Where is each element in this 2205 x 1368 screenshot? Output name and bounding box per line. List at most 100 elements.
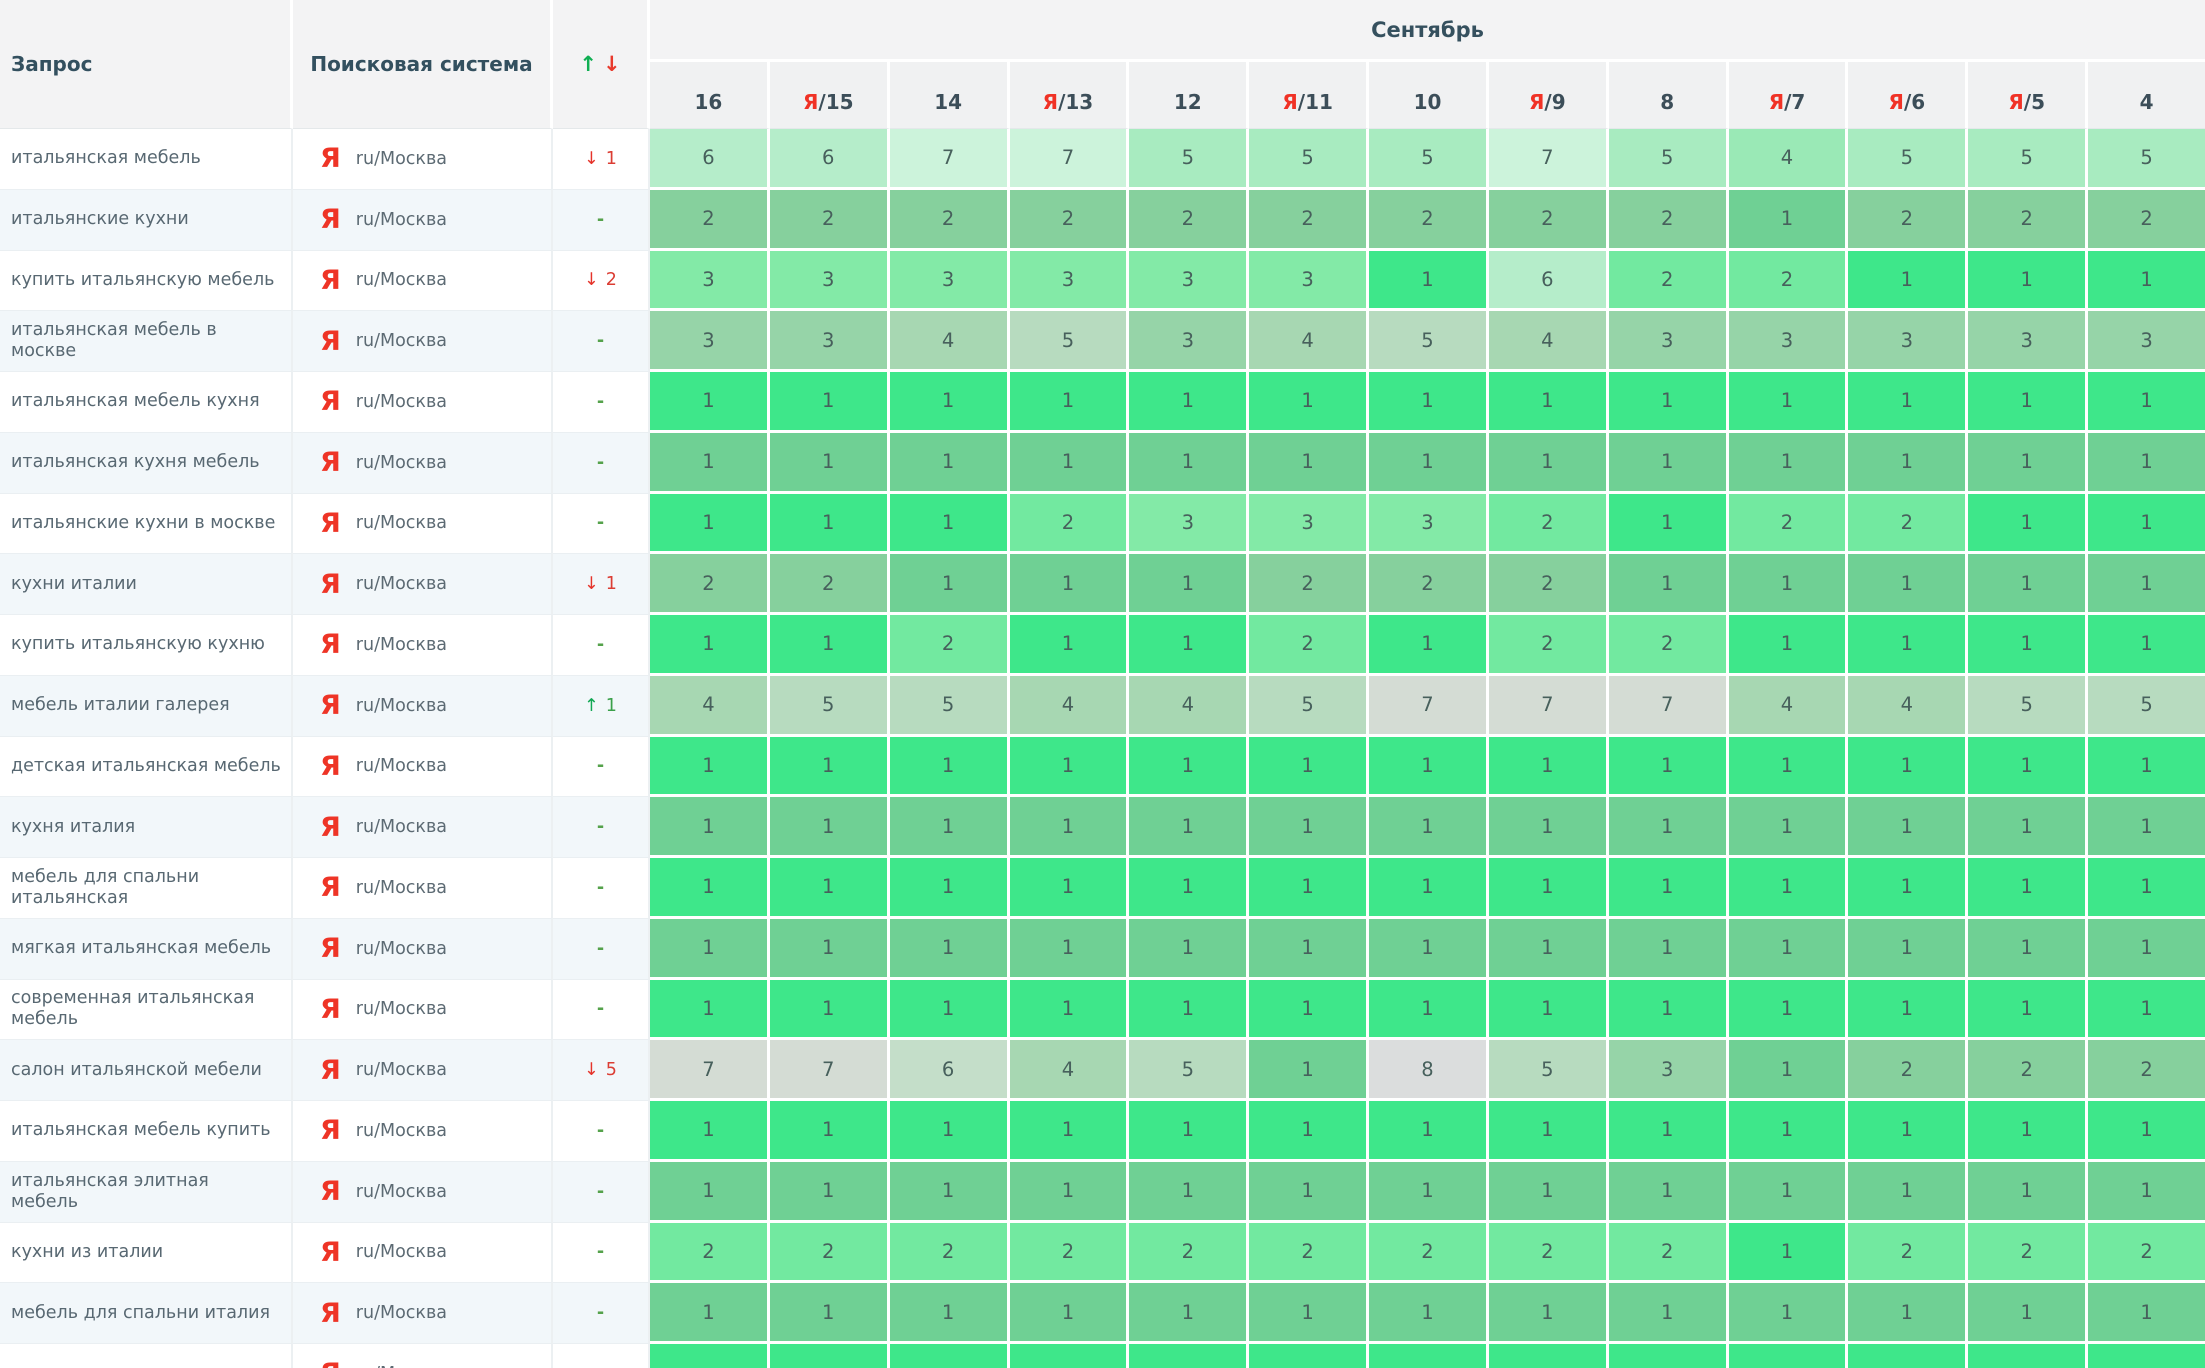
position-cell[interactable]: 7: [650, 1040, 770, 1101]
date-header-cell[interactable]: Я/5: [1968, 62, 2089, 129]
position-cell[interactable]: [1728, 1344, 1849, 1368]
position-cell[interactable]: 7: [1009, 129, 1130, 190]
position-cell[interactable]: 1: [650, 615, 770, 676]
position-cell[interactable]: 1: [1728, 615, 1849, 676]
position-cell[interactable]: 1: [2088, 1283, 2205, 1344]
position-cell[interactable]: 1: [1009, 1283, 1130, 1344]
query-cell[interactable]: купить итальянскую кухню: [0, 615, 293, 676]
position-cell[interactable]: 1: [1009, 736, 1130, 798]
position-cell[interactable]: 1: [2088, 554, 2205, 615]
position-cell[interactable]: 1: [1968, 1101, 2089, 1162]
position-cell[interactable]: 1: [1728, 432, 1849, 494]
position-cell[interactable]: 1: [1968, 918, 2089, 980]
position-cell[interactable]: 4: [650, 675, 770, 737]
date-header-cell[interactable]: 16: [650, 62, 770, 129]
position-cell[interactable]: 1: [1728, 858, 1849, 919]
position-cell[interactable]: 4: [1728, 129, 1849, 190]
position-cell[interactable]: 1: [769, 372, 890, 433]
position-cell[interactable]: 1: [1728, 736, 1849, 798]
position-cell[interactable]: 1: [2088, 372, 2205, 433]
position-cell[interactable]: 1: [1728, 979, 1849, 1041]
position-cell[interactable]: 1: [1488, 1101, 1609, 1162]
position-cell[interactable]: 1: [1369, 797, 1489, 858]
position-cell[interactable]: 1: [1249, 1101, 1370, 1162]
position-cell[interactable]: 3: [1728, 311, 1849, 372]
position-cell[interactable]: 1: [1728, 1040, 1849, 1101]
position-cell[interactable]: 1: [1848, 1161, 1969, 1223]
query-cell[interactable]: [0, 1344, 293, 1368]
position-cell[interactable]: 1: [1249, 979, 1370, 1041]
position-cell[interactable]: 1: [1129, 554, 1250, 615]
position-cell[interactable]: 1: [1728, 797, 1849, 858]
position-cell[interactable]: 1: [1848, 736, 1969, 798]
position-cell[interactable]: 1: [1249, 858, 1370, 919]
position-cell[interactable]: 1: [1848, 250, 1969, 312]
position-cell[interactable]: 1: [1009, 615, 1130, 676]
position-cell[interactable]: 2: [1009, 189, 1130, 251]
position-cell[interactable]: 1: [1129, 1161, 1250, 1223]
query-cell[interactable]: мягкая итальянская мебель: [0, 918, 293, 980]
position-cell[interactable]: 5: [1968, 129, 2089, 190]
position-cell[interactable]: 1: [2088, 979, 2205, 1041]
position-cell[interactable]: 1: [1488, 736, 1609, 798]
position-cell[interactable]: [1848, 1344, 1969, 1368]
position-cell[interactable]: 2: [1129, 1222, 1250, 1284]
position-cell[interactable]: 1: [1488, 918, 1609, 980]
position-cell[interactable]: 1: [1249, 918, 1370, 980]
position-cell[interactable]: 1: [1249, 1283, 1370, 1344]
position-cell[interactable]: 1: [2088, 250, 2205, 312]
position-cell[interactable]: 1: [1608, 372, 1729, 433]
position-cell[interactable]: 1: [1728, 918, 1849, 980]
position-cell[interactable]: 1: [1608, 797, 1729, 858]
position-cell[interactable]: 1: [889, 797, 1010, 858]
position-cell[interactable]: 2: [1488, 189, 1609, 251]
position-cell[interactable]: 1: [1249, 432, 1370, 494]
position-cell[interactable]: [889, 1344, 1010, 1368]
position-cell[interactable]: 1: [650, 372, 770, 433]
position-cell[interactable]: 1: [650, 493, 770, 555]
position-cell[interactable]: 7: [1488, 129, 1609, 190]
position-cell[interactable]: 1: [650, 736, 770, 798]
position-cell[interactable]: 5: [1848, 129, 1969, 190]
position-cell[interactable]: [1249, 1344, 1370, 1368]
query-cell[interactable]: мебель италии галерея: [0, 675, 293, 737]
position-cell[interactable]: 1: [1369, 1101, 1489, 1162]
position-cell[interactable]: 1: [2088, 493, 2205, 555]
query-cell[interactable]: кухня италия: [0, 797, 293, 858]
position-cell[interactable]: 1: [889, 1283, 1010, 1344]
position-cell[interactable]: 1: [650, 1101, 770, 1162]
query-cell[interactable]: итальянские кухни: [0, 189, 293, 251]
position-cell[interactable]: 1: [769, 797, 890, 858]
date-header-cell[interactable]: 8: [1608, 62, 1729, 129]
position-cell[interactable]: 1: [1728, 1161, 1849, 1223]
position-cell[interactable]: 1: [1488, 372, 1609, 433]
position-cell[interactable]: 1: [1968, 858, 2089, 919]
position-cell[interactable]: 1: [1369, 250, 1489, 312]
position-cell[interactable]: [650, 1344, 770, 1368]
position-cell[interactable]: 1: [650, 432, 770, 494]
position-cell[interactable]: 1: [2088, 918, 2205, 980]
position-cell[interactable]: 1: [1129, 372, 1250, 433]
position-cell[interactable]: 1: [650, 918, 770, 980]
position-cell[interactable]: 2: [769, 554, 890, 615]
position-cell[interactable]: 3: [1009, 250, 1130, 312]
position-cell[interactable]: 4: [1488, 311, 1609, 372]
query-cell[interactable]: мебель для спальни италия: [0, 1283, 293, 1344]
position-cell[interactable]: 1: [1009, 979, 1130, 1041]
position-cell[interactable]: 1: [1968, 372, 2089, 433]
position-cell[interactable]: 5: [1369, 129, 1489, 190]
position-cell[interactable]: 4: [1009, 1040, 1130, 1101]
position-cell[interactable]: 1: [769, 615, 890, 676]
position-cell[interactable]: 2: [1848, 189, 1969, 251]
position-cell[interactable]: 2: [1249, 189, 1370, 251]
position-cell[interactable]: 2: [1249, 615, 1370, 676]
position-cell[interactable]: 1: [2088, 615, 2205, 676]
position-cell[interactable]: 2: [1488, 1222, 1609, 1284]
position-cell[interactable]: 2: [1369, 1222, 1489, 1284]
position-cell[interactable]: 1: [2088, 797, 2205, 858]
position-cell[interactable]: 1: [889, 1101, 1010, 1162]
position-cell[interactable]: 3: [1608, 311, 1729, 372]
position-cell[interactable]: 1: [2088, 736, 2205, 798]
query-cell[interactable]: мебель для спальни итальянская: [0, 858, 293, 919]
position-cell[interactable]: 1: [1249, 1040, 1370, 1101]
